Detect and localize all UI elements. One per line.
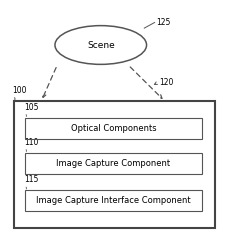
Text: Image Capture Interface Component: Image Capture Interface Component: [36, 196, 191, 205]
Text: 100: 100: [13, 86, 27, 95]
Text: 120: 120: [159, 78, 174, 87]
Text: Image Capture Component: Image Capture Component: [56, 159, 170, 168]
Text: Scene: Scene: [87, 40, 115, 50]
Text: 125: 125: [156, 18, 170, 27]
Text: 110: 110: [24, 138, 38, 147]
Bar: [25, 152, 202, 174]
Bar: [14, 101, 215, 228]
Bar: [25, 118, 202, 139]
Text: 105: 105: [24, 103, 38, 112]
Bar: [25, 190, 202, 211]
Text: 115: 115: [24, 176, 38, 184]
Text: Optical Components: Optical Components: [71, 124, 156, 132]
